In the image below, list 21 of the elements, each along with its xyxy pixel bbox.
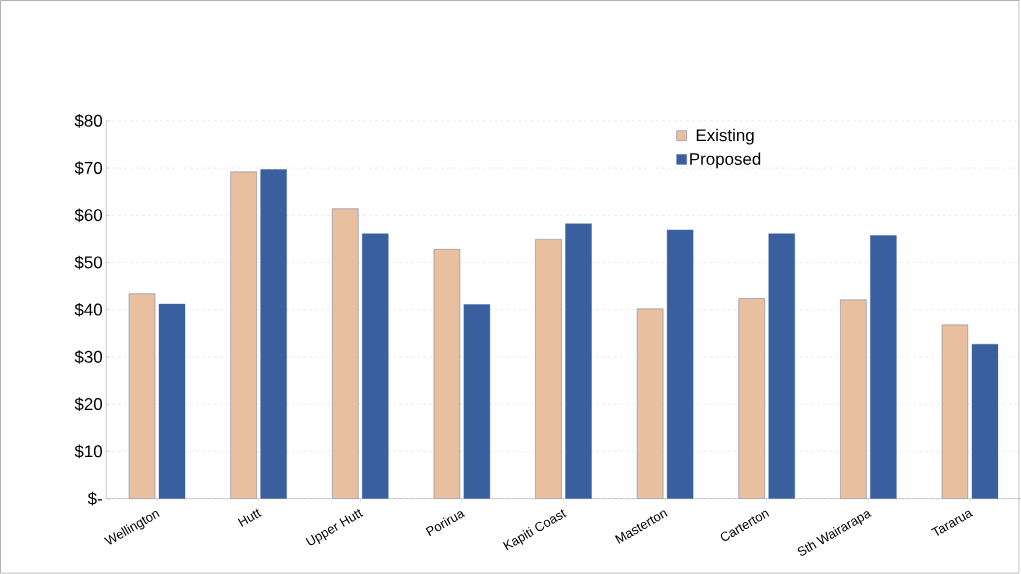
y-tick-label: $30 (74, 350, 103, 364)
bar (535, 239, 562, 499)
bar (332, 208, 359, 499)
y-tick-label: $60 (74, 208, 103, 223)
bar (128, 293, 156, 499)
y-tick-label: $70 (74, 161, 103, 176)
y-tick-label: $10 (74, 444, 103, 459)
y-tick-label: $50 (74, 255, 103, 270)
y-tick-label: $- (87, 491, 102, 506)
y-tick-label: $20 (74, 397, 103, 412)
y-tick-label: $40 (74, 303, 103, 317)
bar (230, 171, 257, 499)
legend-label: Existing (696, 128, 754, 145)
bar (738, 298, 765, 499)
legend-label: Proposed (690, 152, 761, 169)
x-tick-label: Hutt (237, 509, 262, 527)
bar (433, 249, 461, 499)
y-tick-label: $80 (74, 114, 103, 128)
bar (941, 324, 969, 499)
bar (636, 308, 664, 499)
bar (840, 299, 867, 499)
